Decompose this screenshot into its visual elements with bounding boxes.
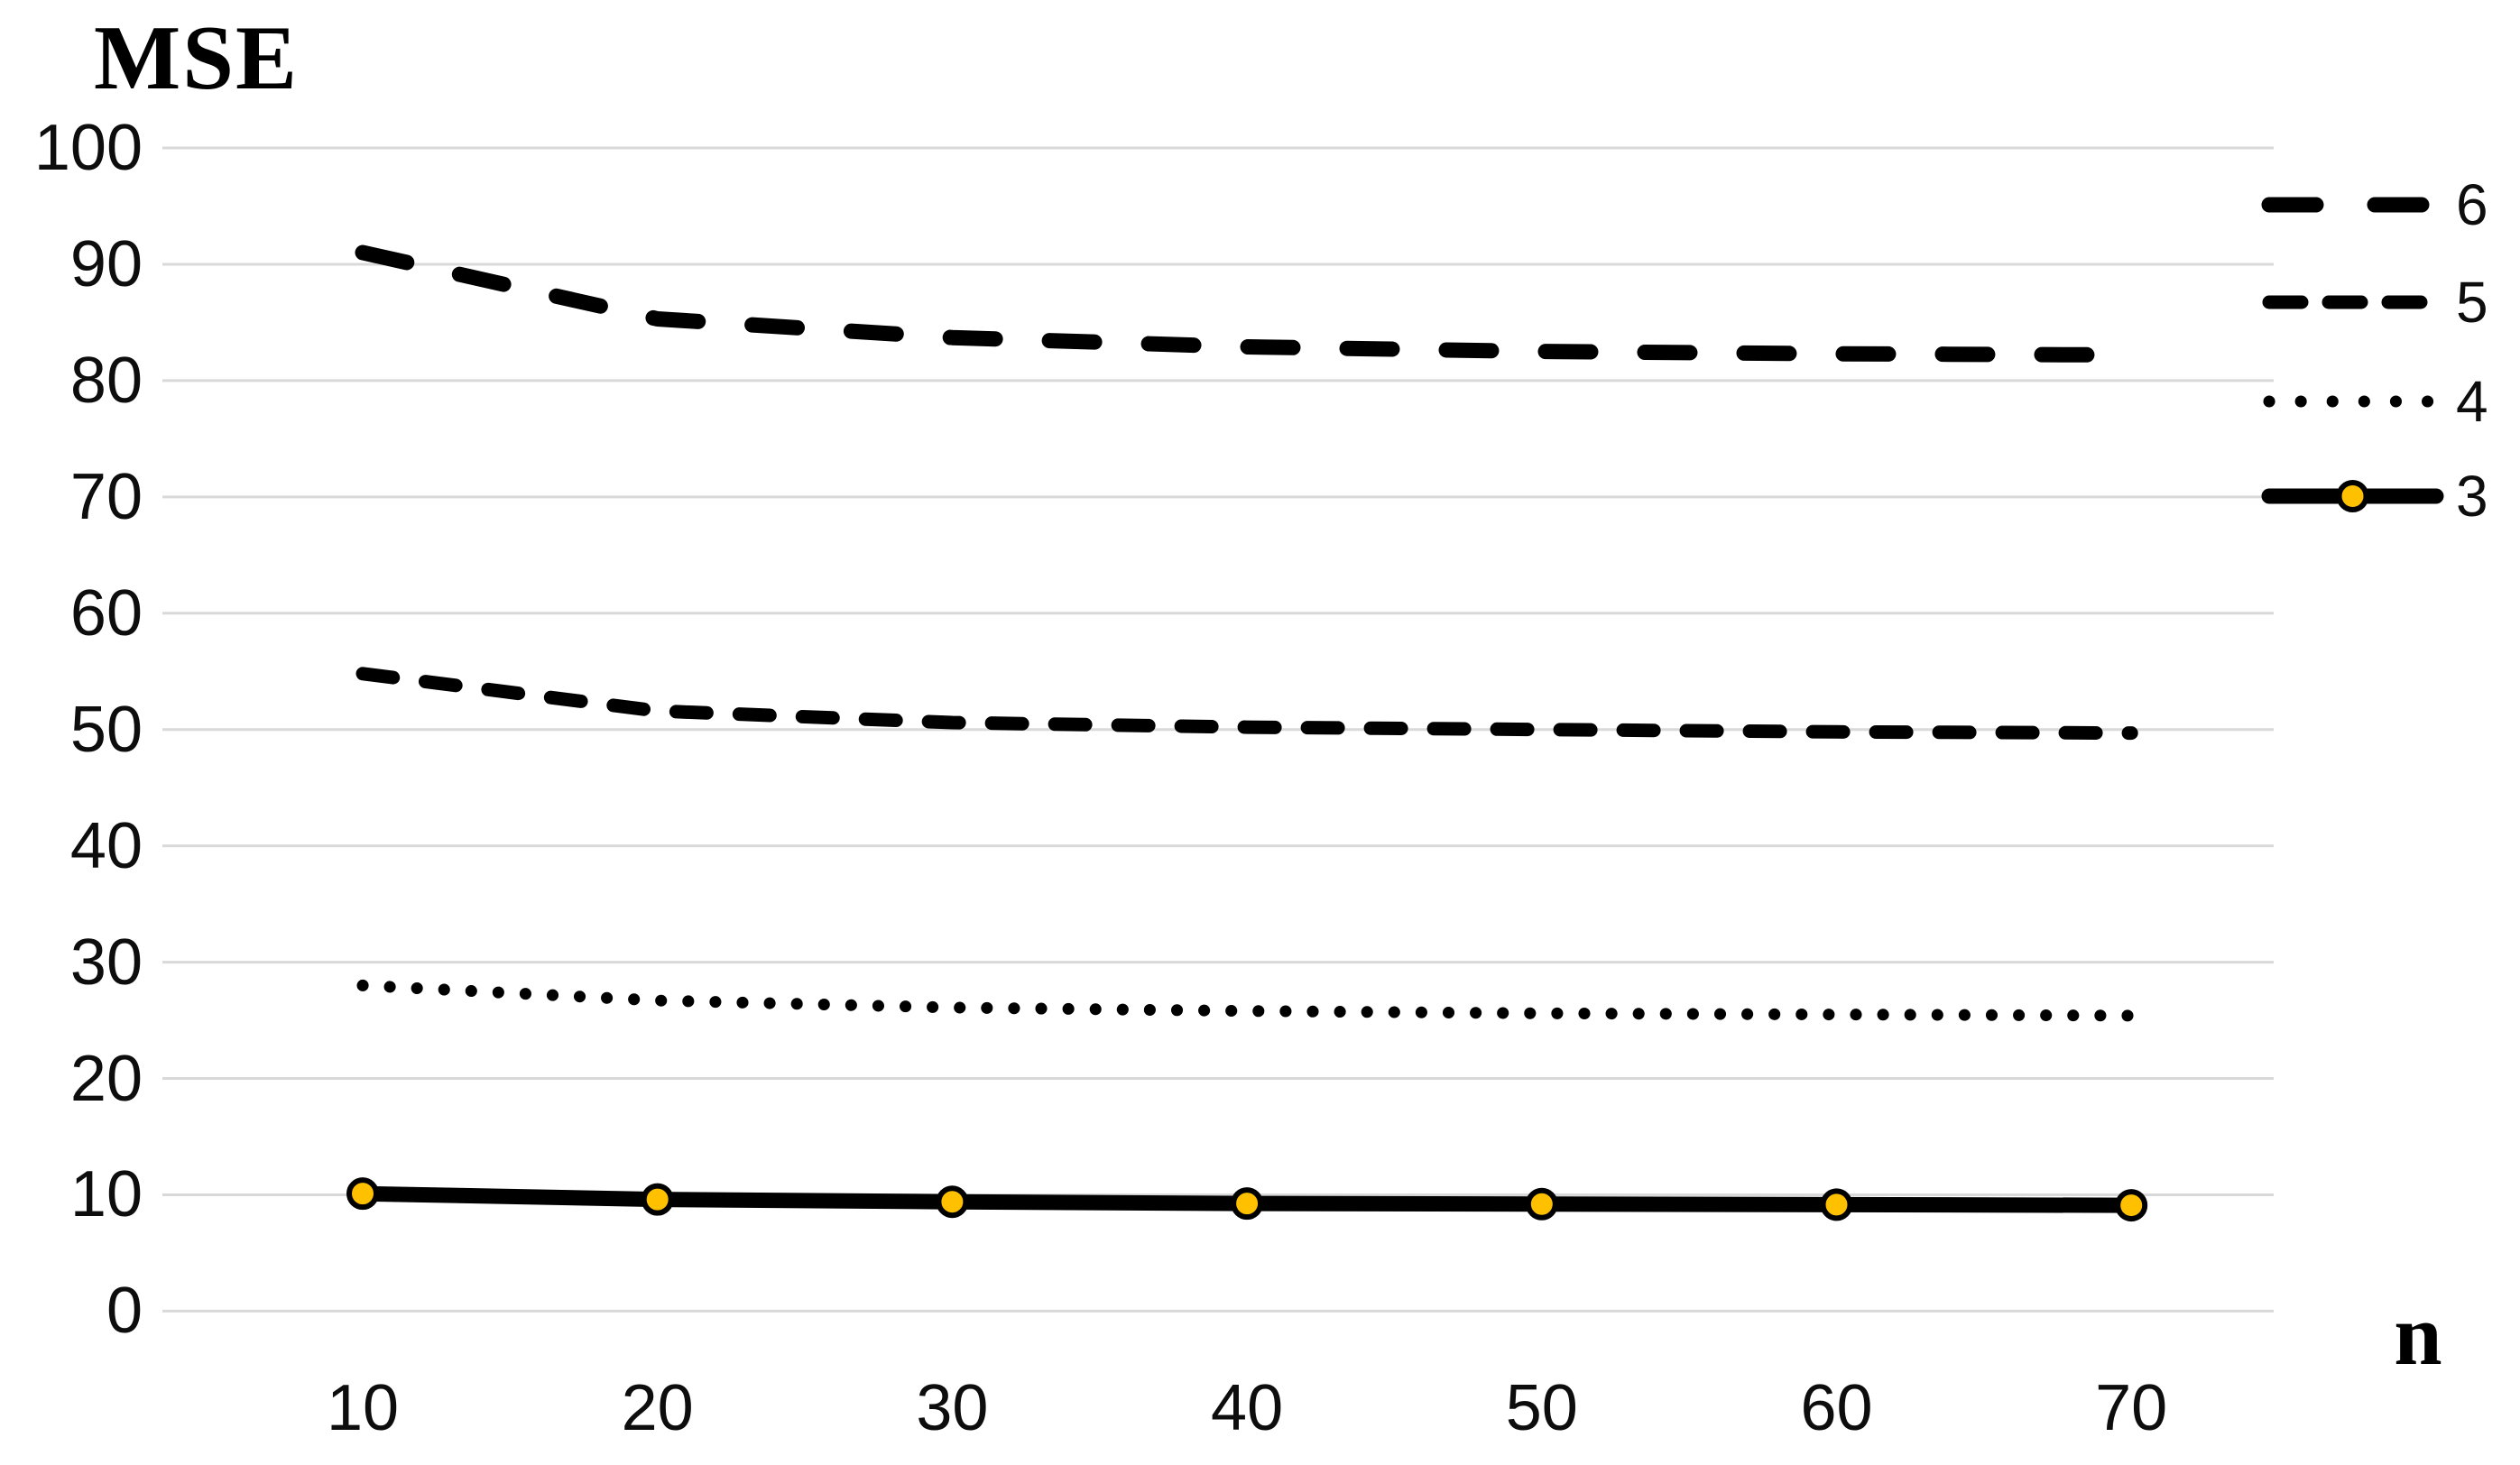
data-point-marker-3-x10 xyxy=(346,1177,379,1211)
legend-label-6: 6 xyxy=(2456,172,2488,237)
legend-label-4: 4 xyxy=(2456,369,2488,434)
data-point-marker-3-x70 xyxy=(2115,1189,2148,1222)
y-tick-label-90: 90 xyxy=(69,227,143,300)
x-tick-label-20: 20 xyxy=(621,1372,694,1444)
y-tick-label-0: 0 xyxy=(106,1275,143,1348)
x-tick-label-70: 70 xyxy=(2095,1372,2168,1444)
y-tick-label-20: 20 xyxy=(69,1042,143,1115)
y-tick-label-60: 60 xyxy=(69,576,143,650)
data-point-marker-3-x50 xyxy=(1525,1187,1558,1221)
data-point-marker-3-x60 xyxy=(1820,1188,1853,1221)
series-line-5 xyxy=(355,667,2138,741)
x-tick-label-30: 30 xyxy=(916,1372,989,1444)
y-tick-label-30: 30 xyxy=(69,926,143,999)
y-tick-label-10: 10 xyxy=(69,1158,143,1231)
legend-sample-marker-3 xyxy=(2336,480,2369,512)
y-tick-label-70: 70 xyxy=(69,460,143,533)
series-line-6 xyxy=(355,244,2139,363)
x-axis-title: n xyxy=(2394,1286,2442,1383)
data-point-marker-3-x30 xyxy=(936,1185,969,1219)
y-tick-label-50: 50 xyxy=(69,693,143,766)
legend-label-5: 5 xyxy=(2456,270,2488,335)
series-line-4 xyxy=(356,979,2137,1022)
y-tick-label-100: 100 xyxy=(33,112,143,184)
data-point-marker-3-x40 xyxy=(1231,1187,1264,1221)
x-tick-label-40: 40 xyxy=(1211,1372,1284,1444)
x-tick-label-60: 60 xyxy=(1800,1372,1873,1444)
y-tick-label-40: 40 xyxy=(69,809,143,882)
legend-label-3: 3 xyxy=(2456,464,2488,529)
y-tick-label-80: 80 xyxy=(69,344,143,417)
x-tick-label-50: 50 xyxy=(1505,1372,1578,1444)
y-axis-title: MSE xyxy=(94,7,300,109)
x-tick-label-10: 10 xyxy=(326,1372,400,1444)
data-point-marker-3-x20 xyxy=(641,1183,674,1216)
